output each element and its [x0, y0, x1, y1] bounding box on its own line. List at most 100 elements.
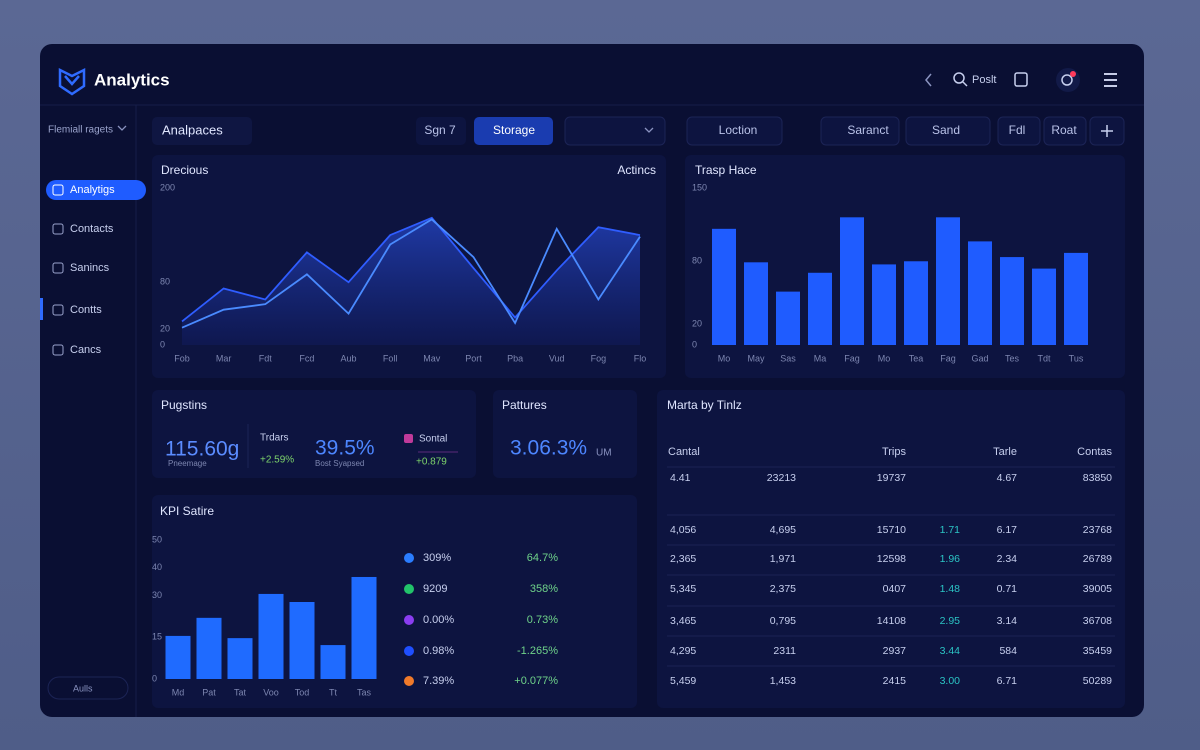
kpi-panel [152, 495, 637, 708]
nav-item[interactable]: Sanincs [70, 262, 110, 274]
legend-change: 64.7% [527, 552, 558, 564]
toolbar-dropdown[interactable] [564, 116, 666, 146]
table-cell: 35459 [1083, 645, 1112, 657]
box-icon[interactable] [1014, 72, 1028, 87]
toolbar-button[interactable] [416, 117, 466, 145]
table-cell: 1.71 [940, 524, 961, 536]
toolbar-button[interactable] [905, 116, 991, 146]
notification-dot [1070, 71, 1076, 77]
nav-indicator [40, 298, 43, 320]
bar [289, 601, 315, 679]
x-tick-label: Fcd [299, 353, 314, 363]
toolbar-button[interactable] [686, 116, 783, 146]
bar [1000, 257, 1024, 345]
x-tick-label: Vud [549, 353, 565, 363]
toolbar-button-active[interactable] [474, 117, 553, 145]
x-tick-label: Tat [234, 687, 247, 697]
x-tick-label: Md [172, 687, 185, 697]
toolbar-item[interactable]: Loction [719, 123, 758, 137]
x-tick-label: Pba [507, 353, 523, 363]
table-cell: 6.71 [997, 675, 1018, 687]
line [181, 218, 641, 329]
panel-action: Actincs [617, 163, 656, 177]
bar [744, 262, 768, 345]
nav-item[interactable]: Contacts [70, 223, 114, 235]
y-tick-label: 15 [152, 632, 162, 642]
toolbar-button[interactable] [1043, 116, 1087, 146]
toolbar-title: Analpaces [162, 122, 223, 137]
menu-icon[interactable] [1104, 73, 1117, 87]
bar [196, 617, 222, 679]
toolbar-item[interactable]: Storage [493, 123, 535, 137]
line [181, 216, 641, 323]
table-panel [657, 390, 1125, 708]
sidebar-selector: Flemiall ragets [48, 125, 113, 136]
search-text: Poslt [972, 74, 996, 86]
x-tick-label: Gad [971, 353, 988, 363]
toolbar-item[interactable]: Roat [1051, 123, 1077, 137]
toolbar-button[interactable] [820, 116, 900, 146]
legend-dot [404, 615, 414, 625]
stat-change: +0.879 [416, 457, 447, 468]
stat-change: +2.59% [260, 455, 294, 466]
nav-item[interactable]: Cancs [70, 344, 102, 356]
toolbar-title-box [152, 117, 252, 145]
stat-label: Trdars [260, 433, 289, 444]
bar [936, 217, 960, 345]
toolbar-button[interactable] [997, 116, 1041, 146]
legend-value: 0.98% [423, 645, 454, 657]
total-icon [404, 434, 413, 443]
table-cell: 1,453 [770, 675, 796, 687]
panel-title: Trasp Hace [695, 163, 757, 177]
x-tick-label: Aub [341, 353, 357, 363]
x-tick-label: Tus [1069, 353, 1084, 363]
table-cell: 26789 [1083, 553, 1112, 565]
table-cell: 5,345 [670, 583, 696, 595]
x-tick-label: Fob [174, 353, 190, 363]
x-tick-label: Tes [1005, 353, 1020, 363]
y-tick-label: 80 [692, 256, 702, 266]
nav-icon [52, 304, 64, 316]
toolbar-item[interactable]: Sand [932, 123, 960, 137]
legend-dot [404, 646, 414, 656]
active-nav-pill[interactable] [46, 180, 146, 200]
nav-item[interactable]: Contts [70, 304, 102, 316]
x-tick-label: Fag [844, 353, 860, 363]
x-tick-label: Ma [814, 353, 827, 363]
search-icon-handle [962, 81, 968, 87]
x-tick-label: Tas [357, 687, 372, 697]
bar [351, 576, 377, 679]
legend-change: 0.73% [527, 614, 558, 626]
table-cell: 584 [999, 645, 1017, 657]
footer-button[interactable] [47, 676, 129, 700]
table-cell: 3.14 [997, 615, 1018, 627]
toolbar-item[interactable]: Saranct [847, 123, 889, 137]
y-tick-label: 80 [160, 277, 170, 287]
table-cell: 2.95 [940, 615, 961, 627]
stats-panel [152, 390, 476, 478]
x-tick-label: Foll [383, 353, 398, 363]
table-cell: 50289 [1083, 675, 1112, 687]
selector-caret[interactable] [117, 125, 127, 131]
search-icon[interactable] [953, 72, 965, 84]
x-tick-label: Voo [263, 687, 279, 697]
x-tick-label: Port [465, 353, 482, 363]
x-tick-label: Mar [216, 353, 232, 363]
panel-title: KPI Satire [160, 504, 214, 518]
nav-icon [52, 344, 64, 356]
legend-change: +0.077% [514, 675, 558, 687]
legend-change: 358% [530, 583, 558, 595]
legend-value: 309% [423, 552, 451, 564]
toolbar-item[interactable]: Sgn 7 [424, 123, 456, 137]
nav-item[interactable]: Analytigs [70, 184, 115, 196]
bar [776, 291, 800, 345]
y-tick-label: 30 [152, 590, 162, 600]
table-cell: 3.00 [940, 675, 961, 687]
toolbar-item[interactable]: Fdl [1009, 123, 1026, 137]
y-tick-label: 40 [152, 562, 162, 572]
bar [1064, 252, 1088, 345]
bar [227, 638, 253, 679]
back-icon[interactable] [925, 73, 932, 87]
notification-button[interactable] [1056, 68, 1080, 92]
feature-value: 3.06.3% [510, 437, 587, 460]
